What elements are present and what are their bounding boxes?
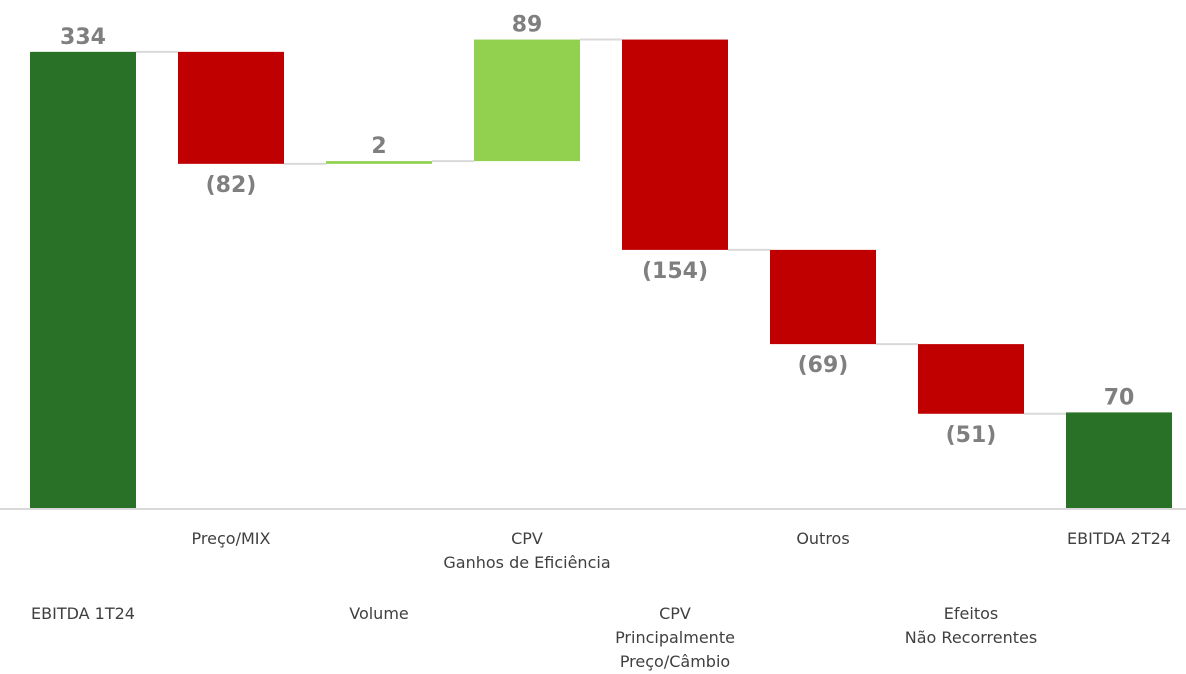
bar xyxy=(326,161,432,164)
category-label: Volume xyxy=(349,604,409,623)
value-label: (154) xyxy=(642,259,708,284)
bar xyxy=(1066,412,1172,508)
bar xyxy=(918,344,1024,414)
bar xyxy=(178,51,284,164)
category-label: Outros xyxy=(796,529,850,548)
category-label: CPV Ganhos de Eficiência xyxy=(443,529,611,572)
bar xyxy=(622,39,728,250)
value-label: (69) xyxy=(798,353,849,378)
category-label: CPV Principalmente Preço/Câmbio xyxy=(615,604,735,671)
category-label: Preço/MIX xyxy=(191,529,271,548)
value-label: 70 xyxy=(1104,385,1135,410)
bar xyxy=(770,249,876,345)
category-label: EBITDA 1T24 xyxy=(31,604,135,623)
category-label: EBITDA 2T24 xyxy=(1067,529,1171,548)
bar xyxy=(30,51,136,508)
value-label: (82) xyxy=(206,173,257,198)
value-label: 2 xyxy=(371,134,386,159)
bar xyxy=(474,39,580,162)
value-label: 334 xyxy=(60,25,106,50)
value-label: 89 xyxy=(512,13,543,38)
value-label: (51) xyxy=(946,423,997,448)
category-label: Efeitos Não Recorrentes xyxy=(904,604,1038,647)
